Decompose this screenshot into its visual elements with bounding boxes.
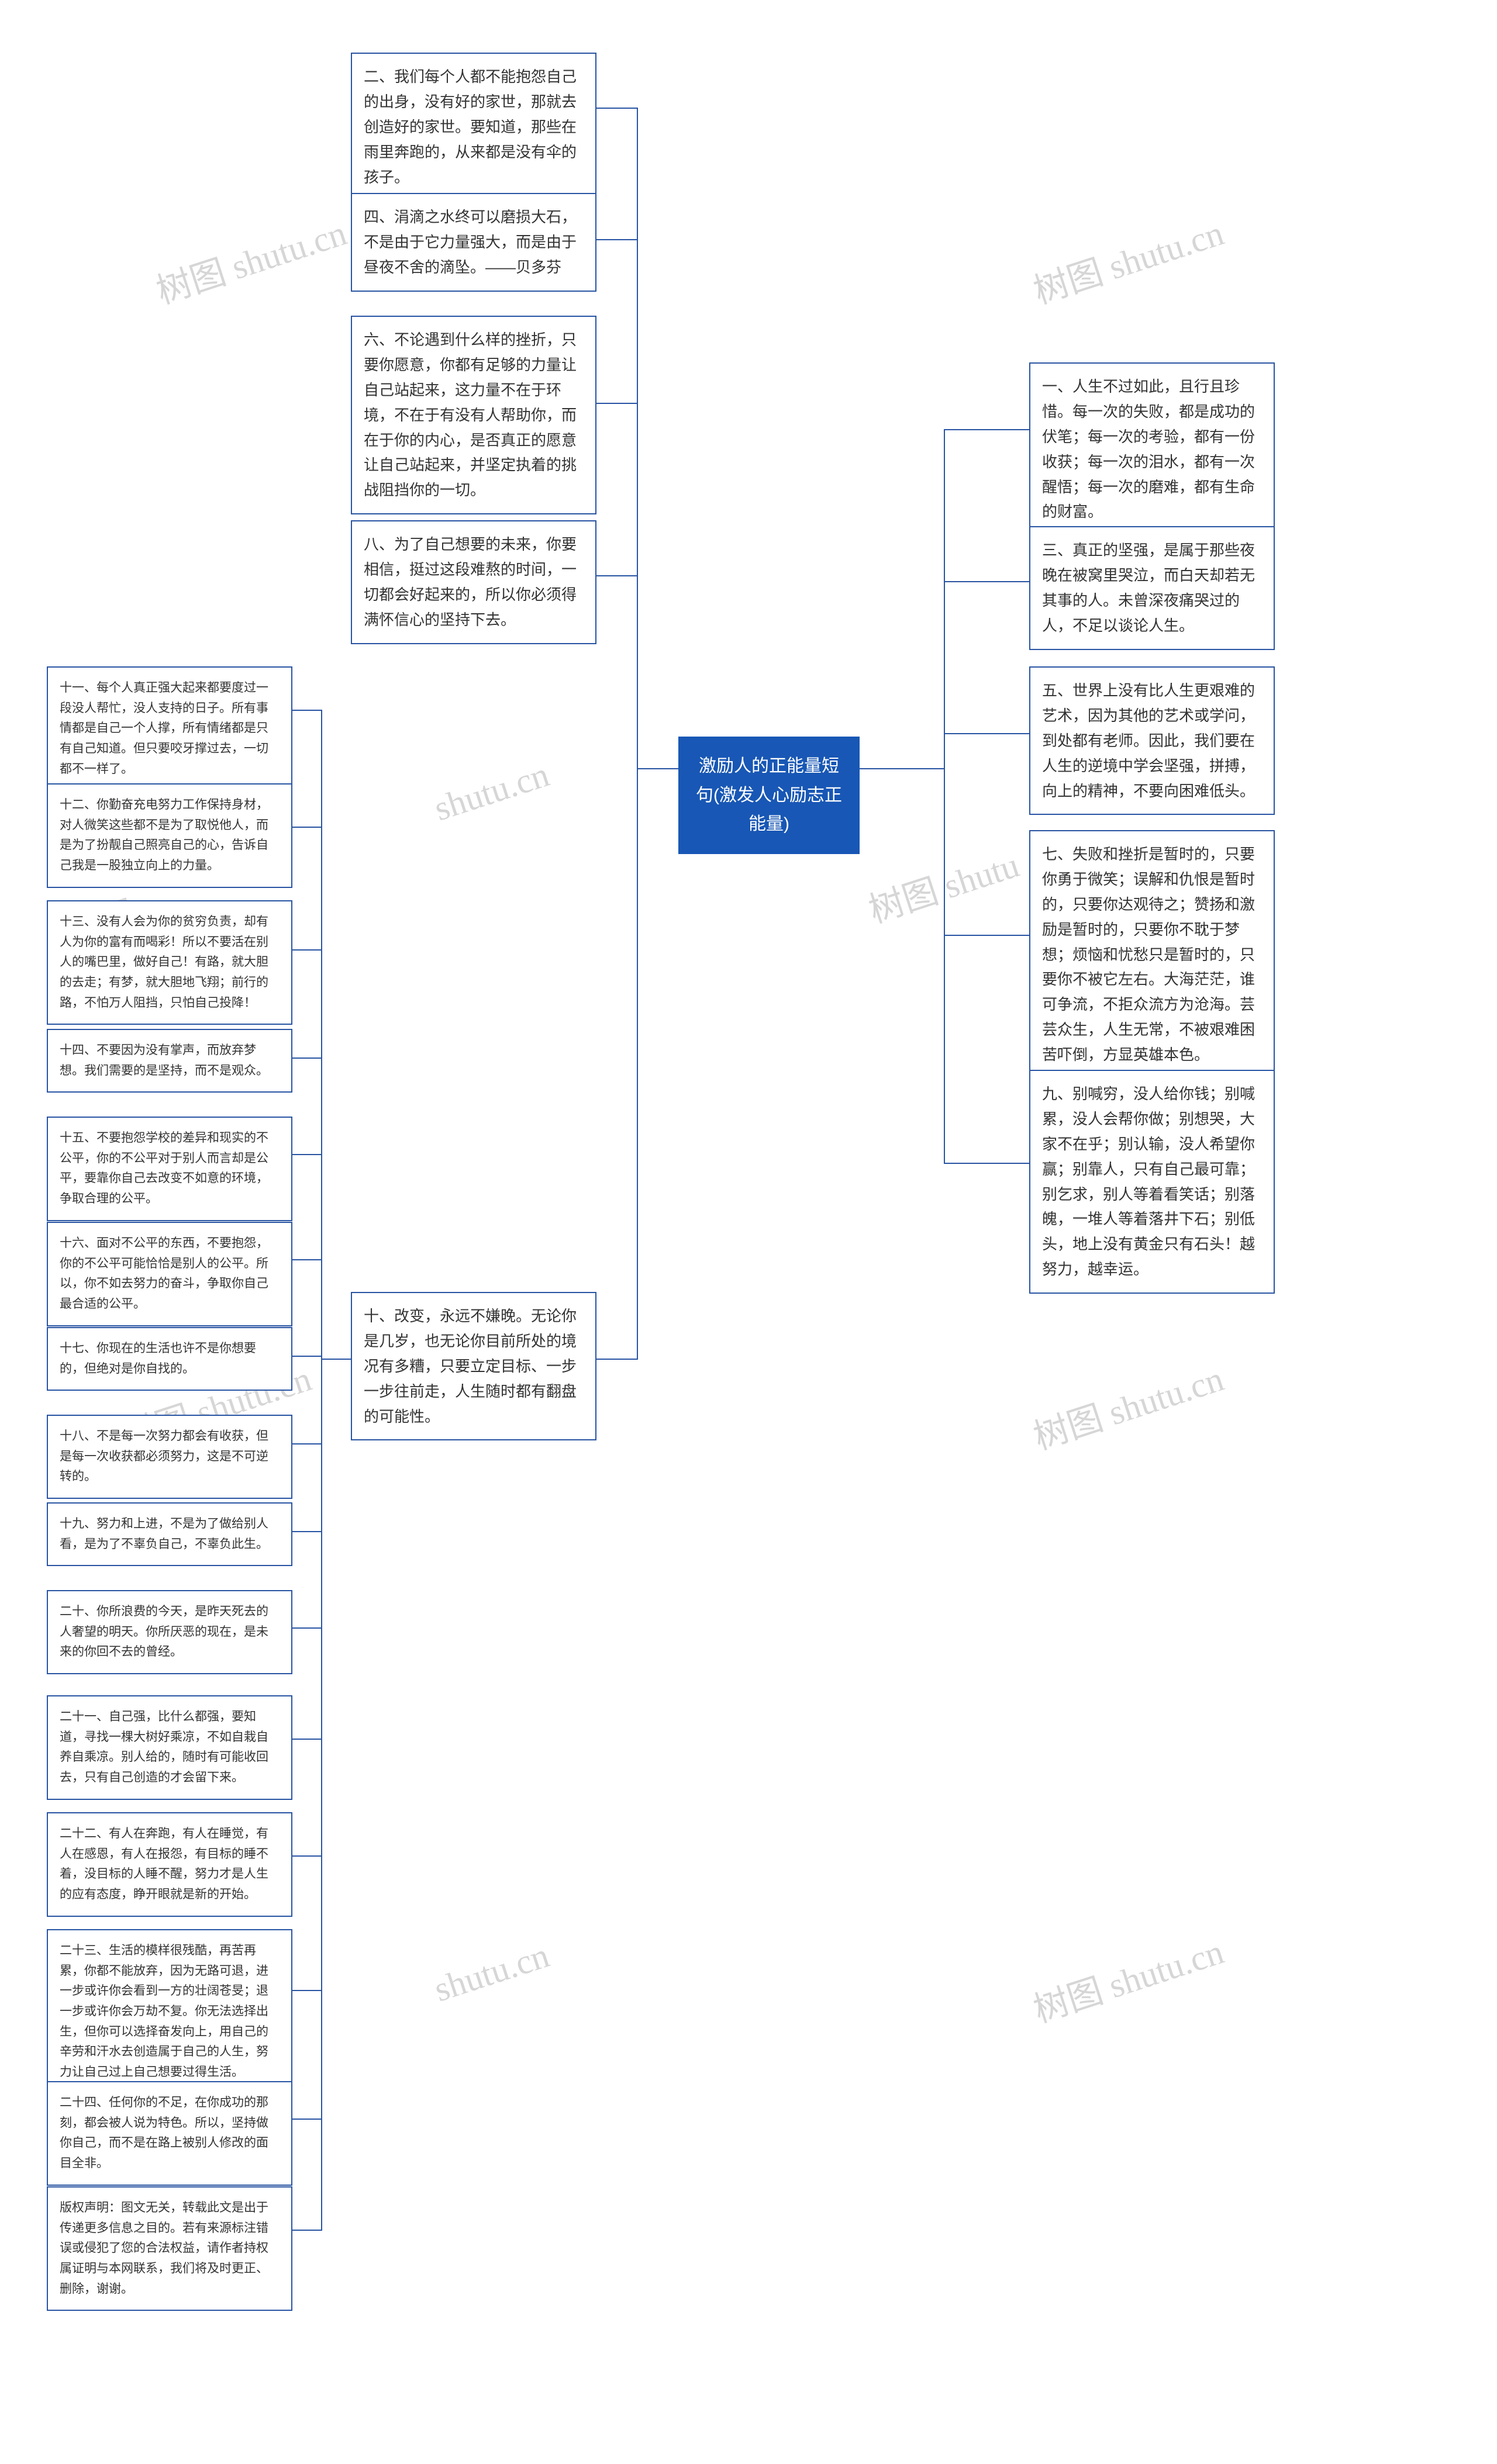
connector xyxy=(860,430,1029,769)
connector xyxy=(292,1359,351,1990)
watermark: shutu.cn xyxy=(429,755,554,830)
node-text: 二十一、自己强，比什么都强，要知道，寻找一棵大树好乘凉，不如自栽自养自乘凉。别人… xyxy=(60,1710,268,1784)
mindmap-node: 六、不论遇到什么样的挫折，只要你愿意，你都有足够的力量让自己站起来，这力量不在于… xyxy=(351,316,596,514)
connector xyxy=(596,108,678,769)
node-text: 二十二、有人在奔跑，有人在睡觉，有人在感恩，有人在报怨，有目标的睡不着，没目标的… xyxy=(60,1827,268,1901)
mindmap-canvas: 树图 shutu.cn 树图 shutu.cn shutu.cn 树图 shutu 树图… xyxy=(0,0,1497,2464)
connector xyxy=(292,1359,351,2119)
node-text: 六、不论遇到什么样的挫折，只要你愿意，你都有足够的力量让自己站起来，这力量不在于… xyxy=(364,331,577,499)
connector xyxy=(292,1260,351,1359)
node-text: 一、人生不过如此，且行且珍惜。每一次的失败，都是成功的伏笔；每一次的考验，都有一… xyxy=(1042,378,1255,520)
mindmap-node: 三、真正的坚强，是属于那些夜晚在被窝里哭泣，而白天却若无其事的人。未曾深夜痛哭过… xyxy=(1029,526,1275,650)
connector xyxy=(860,734,1029,769)
mindmap-node: 二十一、自己强，比什么都强，要知道，寻找一棵大树好乘凉，不如自栽自养自乘凉。别人… xyxy=(47,1695,292,1800)
node-text: 十八、不是每一次努力都会有收获，但是每一次收获都必须努力，这是不可逆转的。 xyxy=(60,1429,268,1483)
node-text: 版权声明：图文无关，转载此文是出于传递更多信息之目的。若有来源标注错误或侵犯了您… xyxy=(60,2201,268,2296)
connector xyxy=(292,950,351,1359)
node-text: 十四、不要因为没有掌声，而放弃梦想。我们需要的是坚持，而不是观众。 xyxy=(60,1043,268,1077)
connector xyxy=(860,582,1029,769)
node-text: 十一、每个人真正强大起来都要度过一段没人帮忙，没人支持的日子。所有事情都是自己一… xyxy=(60,681,268,776)
mindmap-node: 五、世界上没有比人生更艰难的艺术，因为其他的艺术或学问，到处都有老师。因此，我们… xyxy=(1029,666,1275,815)
watermark: 树图 shutu.cn xyxy=(149,205,352,314)
mindmap-node: 一、人生不过如此，且行且珍惜。每一次的失败，都是成功的伏笔；每一次的考验，都有一… xyxy=(1029,362,1275,536)
node-text: 七、失败和挫折是暂时的，只要你勇于微笑；误解和仇恨是暂时的，只要你达观待之；赞扬… xyxy=(1042,845,1255,1063)
mindmap-node: 七、失败和挫折是暂时的，只要你勇于微笑；误解和仇恨是暂时的，只要你达观待之；赞扬… xyxy=(1029,830,1275,1079)
mindmap-node: 十一、每个人真正强大起来都要度过一段没人帮忙，没人支持的日子。所有事情都是自己一… xyxy=(47,666,292,791)
connector xyxy=(596,403,678,769)
connector xyxy=(292,710,351,1359)
connector xyxy=(292,1359,351,1444)
mindmap-node: 二、我们每个人都不能抱怨自己的出身，没有好的家世，那就去创造好的家世。要知道，那… xyxy=(351,53,596,201)
watermark: 树图 shutu.cn xyxy=(1026,205,1229,314)
connector xyxy=(596,769,678,1359)
connector xyxy=(860,769,1029,935)
mindmap-node: 四、涓滴之水终可以磨损大石，不是由于它力量强大，而是由于昼夜不舍的滴坠。——贝多… xyxy=(351,193,596,292)
mindmap-node: 十八、不是每一次努力都会有收获，但是每一次收获都必须努力，这是不可逆转的。 xyxy=(47,1415,292,1499)
mindmap-node: 十二、你勤奋充电努力工作保持身材，对人微笑这些都不是为了取悦他人，而是为了扮靓自… xyxy=(47,783,292,888)
mindmap-node: 十七、你现在的生活也许不是你想要的，但绝对是你自找的。 xyxy=(47,1327,292,1391)
mindmap-node: 九、别喊穷，没人给你钱；别喊累，没人会帮你做；别想哭，大家不在乎；别认输，没人希… xyxy=(1029,1070,1275,1294)
connector xyxy=(292,1359,351,1532)
connector xyxy=(292,827,351,1359)
node-text: 十二、你勤奋充电努力工作保持身材，对人微笑这些都不是为了取悦他人，而是为了扮靓自… xyxy=(60,798,268,872)
node-text: 十七、你现在的生活也许不是你想要的，但绝对是你自找的。 xyxy=(60,1342,256,1376)
root-label: 激励人的正能量短句(激发人心励志正能量) xyxy=(696,756,842,834)
connector xyxy=(860,769,1029,1163)
watermark: 树图 shutu xyxy=(861,837,1025,933)
node-text: 五、世界上没有比人生更艰难的艺术，因为其他的艺术或学问，到处都有老师。因此，我们… xyxy=(1042,682,1255,800)
watermark: 树图 shutu.cn xyxy=(1026,1350,1229,1460)
mindmap-node: 二十二、有人在奔跑，有人在睡觉，有人在感恩，有人在报怨，有目标的睡不着，没目标的… xyxy=(47,1812,292,1917)
node-text: 十、改变，永远不嫌晚。无论你是几岁，也无论你目前所处的境况有多糟，只要立定目标、… xyxy=(364,1307,577,1425)
mindmap-node: 十三、没有人会为你的贫穷负责，却有人为你的富有而喝彩！所以不要活在别人的嘴巴里，… xyxy=(47,900,292,1025)
connector xyxy=(292,1155,351,1359)
connector xyxy=(292,1359,351,1856)
mindmap-node: 二十、你所浪费的今天，是昨天死去的人奢望的明天。你所厌恶的现在，是未来的你回不去… xyxy=(47,1590,292,1674)
mindmap-node: 版权声明：图文无关，转载此文是出于传递更多信息之目的。若有来源标注错误或侵犯了您… xyxy=(47,2186,292,2311)
root-node: 激励人的正能量短句(激发人心励志正能量) xyxy=(678,737,860,854)
node-text: 十六、面对不公平的东西，不要抱怨，你的不公平可能恰恰是别人的公平。所以，你不如去… xyxy=(60,1236,268,1311)
node-text: 二十四、任何你的不足，在你成功的那刻，都会被人说为特色。所以，坚持做你自己，而不… xyxy=(60,2096,268,2170)
node-text: 十九、努力和上进，不是为了做给别人看，是为了不辜负自己，不辜负此生。 xyxy=(60,1517,268,1551)
connector xyxy=(292,1359,351,2230)
mindmap-node: 十五、不要抱怨学校的差异和现实的不公平，你的不公平对于别人而言却是公平，要靠你自… xyxy=(47,1117,292,1221)
node-text: 二十三、生活的模样很残酷，再苦再累，你都不能放弃，因为无路可退，进一步或许你会看… xyxy=(60,1944,268,2079)
connector xyxy=(292,1359,351,1628)
watermark: shutu.cn xyxy=(429,1936,554,2010)
connector xyxy=(292,1058,351,1359)
connector xyxy=(596,240,678,769)
node-text: 十三、没有人会为你的贫穷负责，却有人为你的富有而喝彩！所以不要活在别人的嘴巴里，… xyxy=(60,915,268,1010)
node-text: 二、我们每个人都不能抱怨自己的出身，没有好的家世，那就去创造好的家世。要知道，那… xyxy=(364,68,577,186)
mindmap-node: 二十三、生活的模样很残酷，再苦再累，你都不能放弃，因为无路可退，进一步或许你会看… xyxy=(47,1929,292,2094)
node-text: 三、真正的坚强，是属于那些夜晚在被窝里哭泣，而白天却若无其事的人。未曾深夜痛哭过… xyxy=(1042,541,1255,634)
node-text: 八、为了自己想要的未来，你要相信，挺过这段难熬的时间，一切都会好起来的，所以你必… xyxy=(364,535,577,628)
node-text: 四、涓滴之水终可以磨损大石，不是由于它力量强大，而是由于昼夜不舍的滴坠。——贝多… xyxy=(364,208,577,276)
mindmap-node: 十六、面对不公平的东西，不要抱怨，你的不公平可能恰恰是别人的公平。所以，你不如去… xyxy=(47,1222,292,1326)
node-text: 十五、不要抱怨学校的差异和现实的不公平，你的不公平对于别人而言却是公平，要靠你自… xyxy=(60,1131,268,1205)
node-text: 二十、你所浪费的今天，是昨天死去的人奢望的明天。你所厌恶的现在，是未来的你回不去… xyxy=(60,1605,268,1658)
connector xyxy=(292,1359,351,1739)
watermark: 树图 shutu.cn xyxy=(1026,1923,1229,2033)
mindmap-node: 十九、努力和上进，不是为了做给别人看，是为了不辜负自己，不辜负此生。 xyxy=(47,1502,292,1566)
mindmap-node: 二十四、任何你的不足，在你成功的那刻，都会被人说为特色。所以，坚持做你自己，而不… xyxy=(47,2081,292,2186)
mindmap-node: 十、改变，永远不嫌晚。无论你是几岁，也无论你目前所处的境况有多糟，只要立定目标、… xyxy=(351,1292,596,1440)
connector xyxy=(596,576,678,769)
mindmap-node: 八、为了自己想要的未来，你要相信，挺过这段难熬的时间，一切都会好起来的，所以你必… xyxy=(351,520,596,644)
node-text: 九、别喊穷，没人给你钱；别喊累，没人会帮你做；别想哭，大家不在乎；别认输，没人希… xyxy=(1042,1085,1255,1278)
mindmap-node: 十四、不要因为没有掌声，而放弃梦想。我们需要的是坚持，而不是观众。 xyxy=(47,1029,292,1093)
connector xyxy=(292,1356,351,1359)
